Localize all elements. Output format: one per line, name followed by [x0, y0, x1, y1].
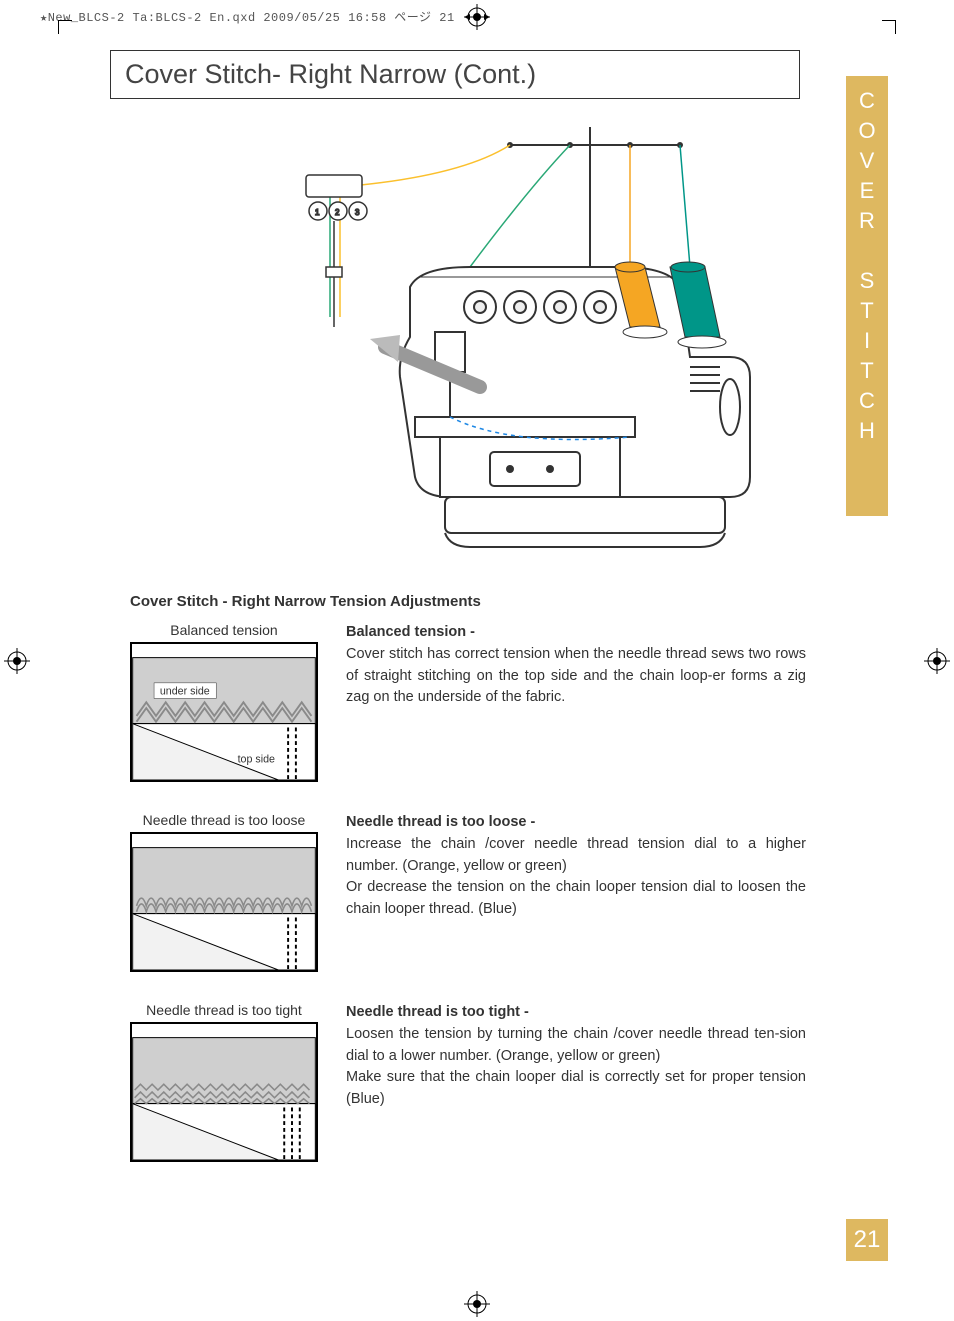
balanced-tension-figure: Balanced tension under side top side	[130, 622, 318, 782]
top-side-label: top side	[238, 754, 275, 766]
tight-thread-figure: Needle thread is too tight	[130, 1002, 318, 1162]
print-header: ★New_BLCS-2 Ta:BLCS-2 En.qxd 2009/05/25 …	[40, 8, 455, 25]
page-content: Cover Stitch- Right Narrow (Cont.) 1 2 3	[110, 50, 870, 1192]
section-heading: Needle thread is too tight -	[346, 1004, 529, 1020]
tension-subheading: Cover Stitch - Right Narrow Tension Adju…	[130, 593, 870, 610]
under-side-label: under side	[160, 686, 210, 698]
page-title: Cover Stitch- Right Narrow (Cont.)	[125, 59, 785, 90]
figure-title: Needle thread is too loose	[130, 812, 318, 828]
svg-text:3: 3	[355, 208, 360, 217]
section-body: Loosen the tension by turning the chain …	[346, 1026, 806, 1107]
loose-thread-text: Needle thread is too loose - Increase th…	[346, 812, 806, 921]
svg-text:2: 2	[335, 208, 340, 217]
crop-corner-top-left	[58, 20, 72, 34]
registration-mark-bottom	[464, 1291, 490, 1317]
registration-mark-right	[924, 648, 950, 674]
figure-title: Balanced tension	[130, 622, 318, 638]
balanced-tension-row: Balanced tension under side top side	[110, 622, 870, 782]
registration-mark-left	[4, 648, 30, 674]
machine-diagram: 1 2 3	[210, 117, 770, 577]
tight-thread-row: Needle thread is too tight Needle thread…	[110, 1002, 870, 1162]
loose-thread-figure: Needle thread is too loose	[130, 812, 318, 972]
figure-title: Needle thread is too tight	[130, 1002, 318, 1018]
loose-thread-row: Needle thread is too loose Needle thread…	[110, 812, 870, 972]
section-heading: Needle thread is too loose -	[346, 814, 535, 830]
page-number: 21	[846, 1219, 888, 1261]
tight-thread-text: Needle thread is too tight - Loosen the …	[346, 1002, 806, 1111]
crop-corner-top-right	[882, 20, 896, 34]
balanced-tension-text: Balanced tension - Cover stitch has corr…	[346, 622, 806, 709]
section-body: Cover stitch has correct tension when th…	[346, 646, 806, 706]
page-title-box: Cover Stitch- Right Narrow (Cont.)	[110, 50, 800, 99]
registration-mark-top	[464, 4, 490, 30]
svg-text:1: 1	[315, 208, 320, 217]
section-heading: Balanced tension -	[346, 624, 475, 640]
section-body: Increase the chain /cover needle thread …	[346, 836, 806, 917]
